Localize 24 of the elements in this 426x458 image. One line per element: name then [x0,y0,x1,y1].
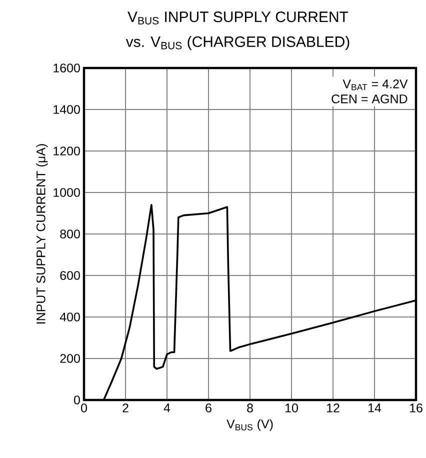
x-tick-label: 10 [285,404,298,412]
annotation: CEN = AGND [332,94,408,104]
y-tick-label: 0 [74,396,80,404]
x-tick-label: 2 [122,404,128,412]
x-tick-label: 16 [410,404,422,412]
x-axis-title: V$_{BUS}$ (V) [226,419,273,431]
chart-subtitle: vs. V$_{BUS}$ (CHARGER DISABLED) [126,36,350,50]
chart-title: V$_{BUS}$ INPUT SUPPLY CURRENT [127,12,348,24]
x-tick-label: 6 [206,404,212,412]
y-axis-title: INPUT SUPPLY CURRENT (μA) [36,144,48,324]
y-tick-label: 600 [60,271,80,280]
x-tick-label: 0 [80,404,87,412]
x-tick-label: 8 [246,404,253,412]
y-tick-label: 200 [60,354,80,363]
y-tick-label: 1000 [53,188,80,197]
x-tick-label: 12 [326,404,340,412]
x-tick-label: 14 [368,404,381,412]
y-tick-label: 1400 [53,105,80,114]
y-tick-label: 1600 [53,64,80,72]
y-tick-label: 800 [60,230,80,238]
annotation: V$_{BAT}$ = 4.2V [342,80,408,90]
y-tick-label: 400 [60,312,80,322]
y-tick-label: 1200 [53,146,80,156]
x-tick-label: 4 [164,404,170,412]
